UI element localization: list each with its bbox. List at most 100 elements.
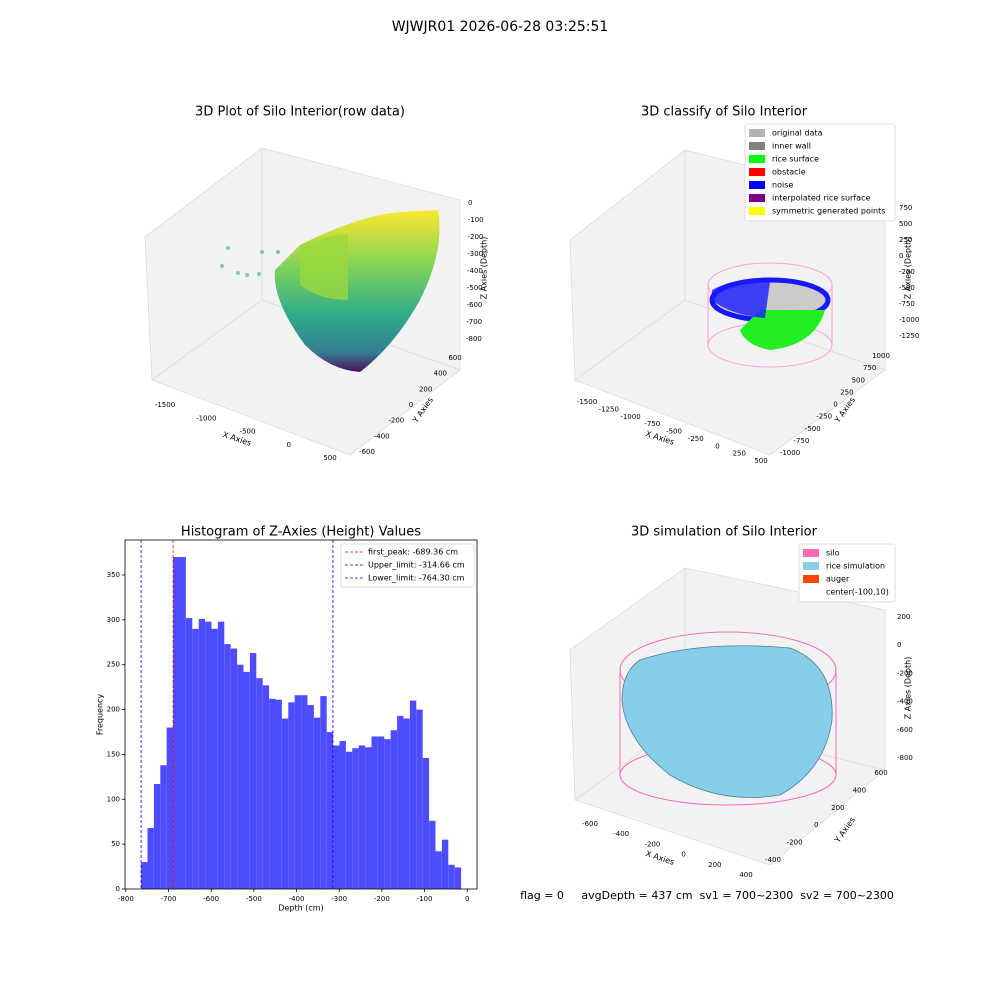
histogram-bar	[365, 747, 372, 889]
histogram-bar	[429, 820, 436, 889]
z-tick-label: -700	[466, 318, 482, 326]
plot4-decor	[569, 567, 886, 866]
legend-swatch	[803, 562, 819, 570]
legend-label: rice simulation	[826, 562, 885, 571]
legend-swatch	[749, 181, 765, 189]
x-tick-label: -100	[417, 895, 433, 903]
y-tick-label: -250	[816, 413, 832, 421]
x-tick-label: -500	[246, 895, 262, 903]
y-tick-label: 150	[107, 750, 120, 758]
histogram-bar	[166, 727, 174, 889]
x-tick-label: -1000	[620, 413, 640, 421]
z-tick-label: -300	[467, 250, 483, 258]
x-tick-label: -750	[644, 420, 660, 428]
histogram-bar	[384, 739, 391, 889]
histogram-bar	[448, 864, 455, 889]
histogram-bar	[339, 740, 346, 889]
x-tick-label: 0	[287, 441, 291, 449]
histogram-bar	[185, 618, 193, 889]
x-tick-label: -500	[240, 428, 256, 436]
z-tick-label: -1250	[899, 332, 919, 340]
histogram-bar	[211, 628, 218, 889]
chart-title: Histogram of Z-Axies (Height) Values	[181, 525, 421, 540]
y-tick-label: 300	[107, 616, 120, 624]
x-tick-label: -1500	[577, 398, 597, 406]
x-tick-label: -800	[118, 895, 134, 903]
histogram-bar	[416, 709, 423, 889]
histogram-bar	[371, 736, 378, 889]
x-tick-label: -300	[331, 895, 347, 903]
histogram-bar	[192, 628, 199, 889]
legend-box	[744, 123, 896, 222]
z-tick-label: 0	[899, 252, 903, 260]
y-tick-label: 200	[107, 706, 120, 714]
z-tick-label: -500	[899, 284, 915, 292]
y-tick-label: -400	[765, 856, 781, 864]
histogram-bar	[243, 671, 250, 889]
y-tick-label: 0	[814, 821, 818, 829]
histogram-bar	[275, 699, 282, 889]
x-tick-label: -1000	[196, 414, 216, 422]
histogram-bar	[403, 718, 410, 889]
y-tick-label: 250	[107, 661, 120, 669]
histogram-bar	[409, 700, 417, 889]
histogram-bar	[345, 751, 353, 889]
legend-label: center(-100,10)	[826, 588, 889, 597]
y-tick-label: 0	[116, 885, 120, 893]
histogram-bar	[217, 621, 225, 889]
legend-swatch	[749, 194, 765, 202]
y-tick-label: -750	[793, 437, 809, 445]
z-tick-label: -800	[897, 754, 913, 762]
plot-frame	[124, 539, 478, 890]
legend-swatch	[803, 549, 819, 557]
x-tick-label: -250	[688, 435, 704, 443]
y-tick-label: 400	[853, 786, 866, 794]
legend-label: rice surface	[772, 155, 819, 164]
z-tick-label: -600	[897, 726, 913, 734]
legend-label: original data	[772, 129, 823, 138]
legend-swatch	[749, 155, 765, 163]
legend-label: Lower_limit: -764.30 cm	[368, 574, 465, 583]
y-tick-label: 200	[419, 385, 432, 393]
legend-box	[340, 543, 475, 588]
x-tick-label: -500	[666, 428, 682, 436]
legend-swatch	[749, 168, 765, 176]
y-tick-label: 600	[874, 769, 887, 777]
histogram-bar	[422, 758, 430, 889]
histogram-bar	[301, 695, 308, 889]
legend-label: silo	[826, 549, 840, 558]
x-tick-label: -400	[613, 830, 629, 838]
histogram-bar	[358, 745, 366, 889]
x-tick-label: -1500	[155, 401, 175, 409]
z-tick-label: -800	[466, 335, 482, 343]
x-tick-label: 200	[708, 861, 721, 869]
z-axis-label: Z Axies (Depth)	[904, 237, 913, 300]
y-tick-label: -200	[388, 417, 404, 425]
histogram-bar	[377, 736, 385, 889]
x-tick-label: -200	[374, 895, 390, 903]
z-tick-label: -200	[897, 669, 913, 677]
z-tick-label: -750	[899, 300, 915, 308]
y-tick-label: 200	[831, 804, 844, 812]
z-axis-label: Z Axies (Depth)	[904, 657, 913, 720]
histogram-bar	[224, 644, 231, 889]
z-tick-label: 750	[899, 204, 912, 212]
y-tick-label: -600	[359, 448, 375, 456]
figure-title: WJWJR01 2026-06-28 03:25:51	[392, 19, 609, 35]
x-tick-label: -400	[289, 895, 305, 903]
legend-label: Upper_limit: -314.66 cm	[368, 561, 465, 570]
legend-label: symmetric generated points	[772, 207, 885, 216]
z-tick-label: -1000	[899, 316, 919, 324]
y-axis-label: Frequency	[96, 694, 105, 736]
x-tick-label: 0	[715, 442, 719, 450]
histogram-bar	[320, 696, 327, 889]
histogram-bar	[205, 621, 212, 889]
footer: flag = 0 avgDepth = 437 cm sv1 = 700~230…	[520, 889, 894, 902]
histogram-bar	[249, 653, 257, 889]
y-tick-label: 600	[448, 354, 461, 362]
histogram-bar	[256, 678, 263, 889]
legend-swatch	[803, 575, 819, 583]
legend-label: interpolated rice surface	[772, 194, 870, 203]
y-axis-label: Y Axies	[832, 816, 857, 846]
